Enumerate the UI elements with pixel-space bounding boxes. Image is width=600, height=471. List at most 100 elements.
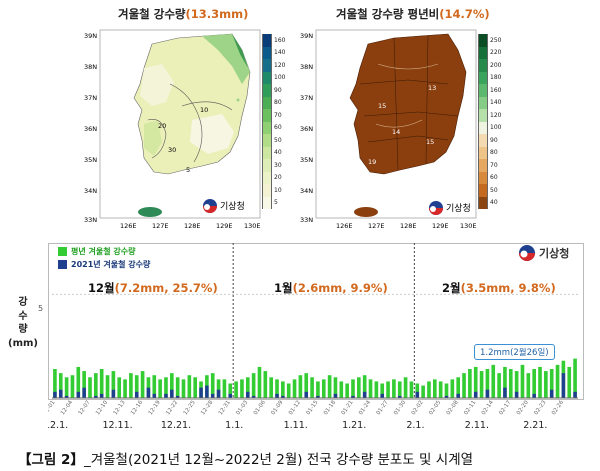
bar-2021 bbox=[485, 389, 490, 398]
bar-normal bbox=[438, 381, 443, 398]
y-axis-label-unit: (mm) bbox=[8, 337, 38, 349]
bar-normal bbox=[514, 371, 519, 398]
bar-2021 bbox=[316, 395, 320, 398]
bar-normal bbox=[70, 375, 75, 398]
left-colorbar-step: 80 bbox=[262, 96, 290, 109]
right-colorbar-label: 120 bbox=[490, 111, 502, 119]
timeseries-chart: 12-01 12-04 12-07 12-10 12-13 12-16 12-19 12-22… bbox=[48, 243, 578, 431]
bar-normal bbox=[123, 379, 127, 398]
right-colorbar-label: 160 bbox=[490, 86, 502, 94]
bar-normal bbox=[134, 375, 139, 398]
right-colorbar-swatch bbox=[478, 134, 488, 147]
bar-normal bbox=[58, 373, 63, 398]
x-minor-tick-label: 12-16 bbox=[130, 399, 144, 416]
x-major-tick-label: 1.21. bbox=[342, 420, 366, 431]
bar-normal bbox=[117, 377, 122, 398]
left-colorbar-label: 10 bbox=[274, 186, 282, 194]
x-major-tick-label: 2.11. bbox=[465, 420, 489, 431]
left-colorbar-label: 60 bbox=[274, 124, 282, 132]
bar-normal bbox=[409, 381, 414, 398]
bar-normal bbox=[251, 373, 256, 398]
bar-2021 bbox=[503, 387, 507, 398]
bar-2021 bbox=[397, 395, 402, 398]
left-contour-label-1: 20 bbox=[158, 122, 166, 130]
bar-normal bbox=[520, 364, 525, 398]
x-minor-tick-label: 01-03 bbox=[235, 399, 249, 416]
left-colorbar-label: 160 bbox=[274, 36, 286, 44]
left-lat-tick-35: 35N bbox=[84, 156, 97, 164]
x-major-tick-label: 12.1. bbox=[48, 420, 68, 431]
bar-2021 bbox=[64, 395, 69, 398]
left-colorbar-step: 60 bbox=[262, 121, 290, 134]
bar-2021 bbox=[251, 395, 256, 398]
left-colorbar-swatch bbox=[262, 134, 272, 147]
x-minor-tick-label: 02-23 bbox=[533, 399, 547, 416]
bar-2021 bbox=[175, 395, 180, 398]
bar-2021 bbox=[146, 387, 151, 398]
left-contour-label-3: 10 bbox=[200, 106, 208, 114]
x-minor-tick-label: 01-15 bbox=[305, 399, 319, 416]
right-colorbar-swatch bbox=[478, 96, 488, 109]
figure-caption: 【그림 2】_겨울철(2021년 12월~2022년 2월) 전국 강수량 분포… bbox=[18, 448, 473, 468]
bar-2021 bbox=[573, 391, 577, 398]
left-colorbar-label: 70 bbox=[274, 111, 282, 119]
left-jeju-island bbox=[138, 207, 162, 217]
bar-2021 bbox=[216, 389, 221, 398]
left-colorbar-step: 160 bbox=[262, 34, 290, 47]
right-colorbar-step: 100 bbox=[478, 121, 506, 134]
bar-normal bbox=[532, 369, 536, 398]
bar-normal bbox=[234, 381, 238, 398]
legend-label-2021: 2021년 겨울철 강수량 bbox=[71, 260, 151, 269]
left-lon-tick-127: 127E bbox=[152, 222, 169, 230]
left-colorbar-step: 100 bbox=[262, 71, 290, 84]
x-minor-tick-label: 01-24 bbox=[358, 399, 372, 416]
bar-normal bbox=[357, 377, 361, 398]
x-major-tick-label: 2.1. bbox=[406, 420, 424, 431]
x-minor-tick-label: 12-22 bbox=[165, 400, 179, 417]
bar-normal bbox=[380, 383, 385, 398]
bar-2021 bbox=[456, 393, 460, 398]
right-colorbar-swatch bbox=[478, 159, 488, 172]
left-colorbar-step: 5 bbox=[262, 196, 290, 209]
bar-2021 bbox=[246, 391, 250, 398]
left-colorbar-swatch bbox=[262, 84, 272, 97]
right-colorbar-step: 250 bbox=[478, 34, 506, 47]
left-colorbar: 160 140 120 100 90 80 70 60 50 40 30 20 10 5 bbox=[262, 34, 290, 209]
right-contour-label-5: 19 bbox=[368, 158, 376, 166]
right-colorbar-label: 250 bbox=[490, 36, 502, 44]
x-minor-tick-label: 12-28 bbox=[200, 399, 214, 416]
bar-2021 bbox=[82, 387, 86, 398]
legend-item-2021: 2021년 겨울철 강수량 bbox=[58, 259, 150, 270]
left-kma-logo: 기상청 bbox=[203, 199, 245, 213]
bar-normal bbox=[450, 379, 455, 398]
bar-2021 bbox=[281, 395, 285, 398]
bar-normal bbox=[538, 366, 542, 398]
left-colorbar-step: 30 bbox=[262, 159, 290, 172]
right-colorbar-label: 100 bbox=[490, 124, 502, 132]
bar-normal bbox=[99, 369, 104, 398]
left-contour-label-4: 5 bbox=[186, 166, 190, 174]
right-colorbar-label: 60 bbox=[490, 174, 498, 182]
bar-2021 bbox=[152, 393, 157, 398]
bar-normal bbox=[386, 381, 390, 398]
right-colorbar-swatch bbox=[478, 109, 488, 122]
left-northwest-dry-zone bbox=[140, 64, 174, 106]
bar-normal bbox=[169, 373, 174, 398]
bar-normal bbox=[140, 371, 145, 398]
bar-normal bbox=[427, 381, 431, 398]
right-lon-tick-128: 128E bbox=[400, 222, 417, 230]
bar-normal bbox=[298, 375, 303, 398]
bar-2021 bbox=[275, 393, 279, 398]
left-colorbar-label: 120 bbox=[274, 61, 286, 69]
right-colorbar-swatch bbox=[478, 84, 488, 97]
bar-normal bbox=[269, 377, 273, 398]
bar-normal bbox=[53, 369, 57, 398]
max-annotation-callout: 1.2mm(2월26일) bbox=[474, 344, 555, 360]
right-colorbar-step: 80 bbox=[478, 146, 506, 159]
bar-normal bbox=[281, 381, 285, 398]
bar-normal bbox=[421, 385, 425, 398]
right-kma-logo: 기상청 bbox=[429, 201, 471, 215]
left-colorbar-step: 20 bbox=[262, 171, 290, 184]
bar-normal bbox=[573, 358, 577, 398]
bar-normal bbox=[240, 379, 244, 398]
